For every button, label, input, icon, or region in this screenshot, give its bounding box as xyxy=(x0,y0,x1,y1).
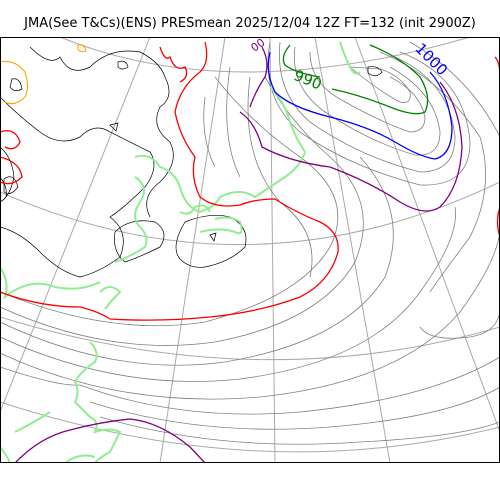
blue-contours xyxy=(267,51,453,160)
coastline-island xyxy=(9,78,23,91)
orange-contour-line xyxy=(77,44,87,53)
green-contours xyxy=(282,44,429,115)
isobar-line xyxy=(279,41,456,173)
orange-contours xyxy=(0,44,87,105)
meridian-line xyxy=(314,37,391,463)
graticule xyxy=(0,37,500,463)
coastline-asia xyxy=(0,176,7,198)
orange-contour-line xyxy=(0,60,29,105)
spread-line xyxy=(0,266,101,300)
meridian-line xyxy=(0,37,151,413)
coastlines xyxy=(0,46,383,278)
spread-lines xyxy=(0,41,361,463)
isobar-line xyxy=(247,76,313,278)
purple-contour-line xyxy=(239,81,463,212)
isobar-line xyxy=(203,96,216,168)
purple-contour-line xyxy=(14,418,206,463)
latitude-arc xyxy=(0,181,500,246)
isobar-line xyxy=(99,416,500,445)
green-contour-line xyxy=(331,44,429,115)
isobar-line xyxy=(293,46,441,156)
coastline-island xyxy=(109,122,119,132)
map-title: JMA(See T&Cs)(ENS) PRESmean 2025/12/04 1… xyxy=(24,16,476,31)
meridian-line xyxy=(269,37,276,463)
isobar-line xyxy=(379,51,487,293)
isobar-line xyxy=(79,356,500,415)
spread-line xyxy=(0,446,11,463)
isobar-line xyxy=(409,41,500,138)
isobar-line xyxy=(309,51,426,133)
purple-contours xyxy=(14,46,463,463)
map-frame: 990 1000 00 xyxy=(0,37,500,463)
red-contour-line xyxy=(0,41,339,321)
coastline-island xyxy=(209,232,217,242)
isobars xyxy=(0,41,500,445)
isobar-line xyxy=(0,156,394,366)
coastline-korea xyxy=(114,220,165,263)
contour-label-990: 990 xyxy=(291,66,324,93)
isobar-line xyxy=(0,226,500,400)
green-contour-line xyxy=(282,44,321,78)
coastline-asia xyxy=(3,176,19,194)
isobar-line xyxy=(226,66,241,178)
isobar-line xyxy=(0,76,364,346)
coastline-asia xyxy=(0,96,155,278)
latitude-arc xyxy=(0,401,500,453)
spread-line xyxy=(14,411,51,433)
spread-line xyxy=(199,216,243,235)
spread-line xyxy=(179,204,211,215)
coastline-island xyxy=(367,66,383,77)
spread-line xyxy=(99,286,122,310)
spread-line xyxy=(64,454,96,463)
coastline-asia xyxy=(0,146,15,203)
isobar-line xyxy=(348,66,411,103)
coastline-asia xyxy=(29,46,174,218)
coastline-island xyxy=(117,60,129,70)
spread-line xyxy=(339,41,361,75)
isobar-line xyxy=(0,206,456,382)
red-contour-line xyxy=(0,130,21,150)
blue-contour-line xyxy=(267,51,453,160)
isobar-line xyxy=(267,41,471,186)
purple-contour-line xyxy=(249,46,268,108)
isobar-line xyxy=(89,386,500,430)
latitude-arc xyxy=(59,37,471,73)
red-contour-line xyxy=(0,156,23,185)
latitude-arc xyxy=(0,316,500,361)
spread-line xyxy=(134,86,307,214)
isobar-line xyxy=(419,306,500,339)
coastline-japan xyxy=(175,215,247,268)
isobar-line xyxy=(0,76,339,327)
meridian-line xyxy=(159,37,226,463)
spread-line xyxy=(114,176,148,263)
red-contours xyxy=(0,41,500,321)
red-contour-line xyxy=(159,46,188,83)
spread-line xyxy=(73,341,122,463)
